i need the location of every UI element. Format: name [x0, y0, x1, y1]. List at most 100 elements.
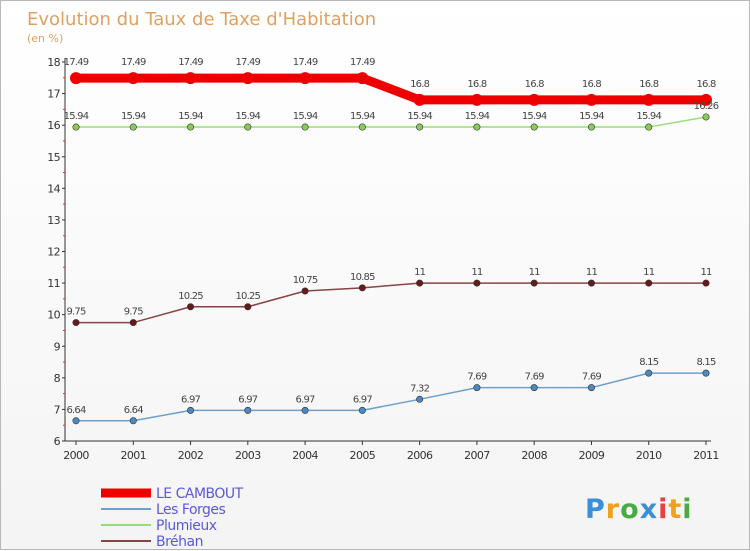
- data-label: 15.94: [407, 111, 432, 122]
- y-ticks: 6 7 8 9 10 11 12 13 14 15 16 17 18: [47, 56, 65, 448]
- data-label: 6.97: [181, 394, 201, 405]
- data-point: [244, 406, 252, 414]
- data-label: 11: [586, 267, 598, 278]
- y-tick-label: 13: [47, 214, 60, 227]
- data-labels: 9.75 9.75 10.25 10.25 10.75 10.85 11 11 11 11 11 11…: [64, 57, 720, 416]
- y-tick-label: 7: [54, 403, 61, 416]
- data-label: 17.49: [350, 57, 375, 68]
- data-label: 6.97: [238, 394, 258, 405]
- data-point: [301, 406, 309, 414]
- data-point: [358, 123, 366, 131]
- legend-entry: Les Forges: [156, 502, 226, 518]
- x-tick-label: 2007: [464, 449, 490, 462]
- data-point: [187, 406, 195, 414]
- data-point: [416, 123, 424, 131]
- data-point: [129, 123, 137, 131]
- data-label: 17.49: [293, 57, 318, 68]
- data-label: 15.94: [579, 111, 604, 122]
- x-tick-label: 2004: [292, 449, 318, 462]
- data-label: 11: [643, 267, 655, 278]
- data-point: [702, 279, 710, 287]
- data-point: [702, 369, 710, 377]
- data-label: 6.97: [353, 394, 373, 405]
- data-point: [301, 123, 309, 131]
- data-label: 15.94: [121, 111, 146, 122]
- x-tick-label: 2000: [63, 449, 89, 462]
- data-label: 16.8: [582, 79, 602, 90]
- data-label: 7.69: [467, 372, 487, 383]
- data-point: [187, 303, 195, 311]
- proxiti-logo: Proxiti: [585, 494, 693, 525]
- x-ticks: 2000 2001 2002 2003 2004 2005 2006 2007 2008 2009…: [63, 441, 719, 462]
- data-point: [473, 279, 481, 287]
- data-label: 17.49: [64, 57, 89, 68]
- data-label: 15.94: [178, 111, 203, 122]
- x-tick-label: 2010: [636, 449, 662, 462]
- x-tick-label: 2009: [579, 449, 605, 462]
- data-point: [244, 123, 252, 131]
- data-label: 11: [529, 267, 541, 278]
- y-tick-label: 15: [47, 151, 60, 164]
- data-label: 16.26: [694, 101, 719, 112]
- legend-entry: Plumieux: [156, 518, 217, 534]
- data-label: 17.49: [235, 57, 260, 68]
- data-point: [642, 93, 655, 106]
- data-label: 7.69: [525, 372, 545, 383]
- data-point: [530, 384, 538, 392]
- data-point: [587, 123, 595, 131]
- data-label: 17.49: [178, 57, 203, 68]
- y-tick-label: 12: [47, 246, 60, 259]
- y-tick-label: 18: [47, 56, 60, 69]
- data-label: 11: [700, 267, 712, 278]
- data-point: [129, 319, 137, 327]
- data-label: 9.75: [124, 307, 144, 318]
- x-tick-label: 2011: [693, 449, 719, 462]
- data-label: 6.64: [66, 405, 86, 416]
- data-label: 15.94: [235, 111, 260, 122]
- data-point: [416, 395, 424, 403]
- series-line-le-cambout: [76, 73, 706, 105]
- data-label: 16.8: [525, 79, 545, 90]
- y-tick-label: 11: [47, 277, 60, 290]
- data-point: [129, 417, 137, 425]
- data-label: 9.75: [66, 307, 86, 318]
- data-point: [702, 113, 710, 121]
- x-tick-label: 2002: [178, 449, 204, 462]
- data-point: [241, 72, 254, 85]
- data-label: 15.94: [350, 111, 375, 122]
- data-point: [473, 123, 481, 131]
- data-point: [301, 287, 309, 295]
- data-point: [299, 72, 312, 85]
- data-label: 17.49: [121, 57, 146, 68]
- data-point: [587, 279, 595, 287]
- data-point: [72, 319, 80, 327]
- logo-letter: t: [668, 494, 682, 525]
- legend-entry: Bréhan: [156, 534, 203, 550]
- data-point: [645, 123, 653, 131]
- data-point: [72, 417, 80, 425]
- data-point: [645, 279, 653, 287]
- data-label: 10.85: [350, 272, 375, 283]
- series-layer: [70, 72, 712, 425]
- data-point: [72, 123, 80, 131]
- series-line-br-han: [76, 282, 706, 324]
- data-label: 10.25: [178, 291, 203, 302]
- data-point: [356, 72, 369, 85]
- data-label: 7.32: [410, 383, 430, 394]
- x-tick-label: 2003: [235, 449, 261, 462]
- data-label: 16.8: [696, 79, 716, 90]
- logo-letter: i: [682, 494, 692, 525]
- logo-letter: i: [658, 494, 668, 525]
- x-tick-label: 2005: [350, 449, 376, 462]
- logo-letter: r: [606, 494, 620, 525]
- data-point: [645, 369, 653, 377]
- data-label: 15.94: [522, 111, 547, 122]
- data-label: 16.8: [410, 79, 430, 90]
- data-point: [700, 93, 712, 106]
- data-label: 6.97: [296, 394, 316, 405]
- data-point: [416, 279, 424, 287]
- data-point: [587, 384, 595, 392]
- logo-letter: P: [585, 494, 606, 525]
- y-tick-label: 10: [47, 309, 60, 322]
